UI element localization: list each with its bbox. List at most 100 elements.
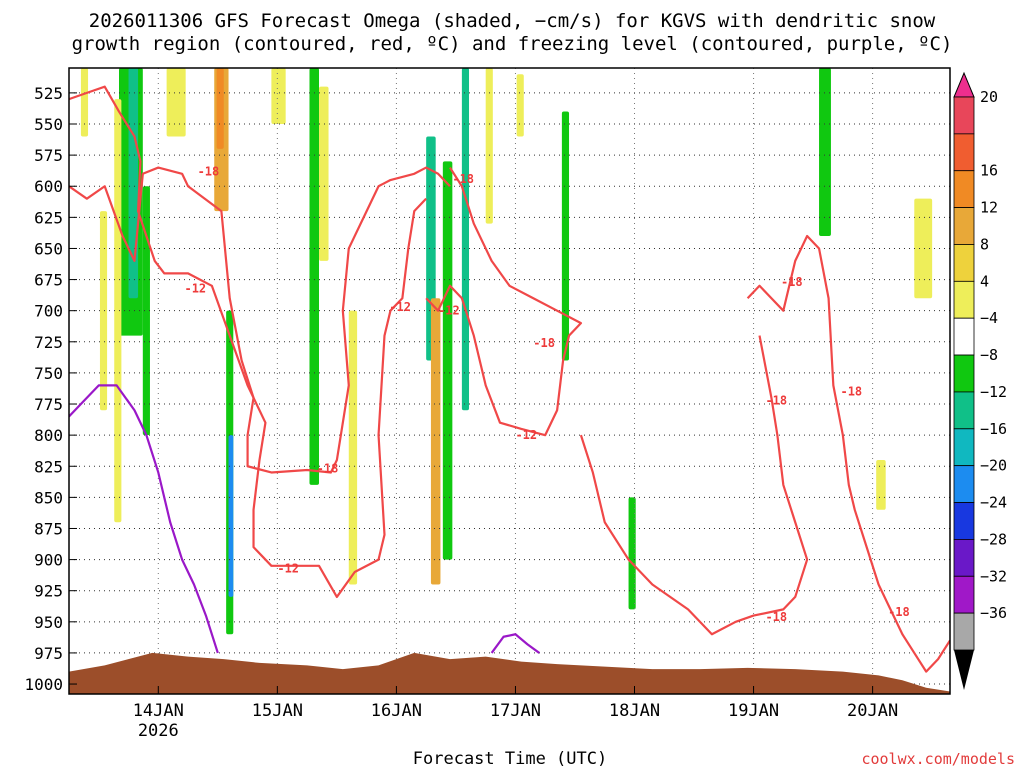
contour-label-8: -12 <box>515 428 537 442</box>
omega-patch-20 <box>516 74 524 137</box>
omega-patch-14 <box>348 310 358 585</box>
omega-patch-19 <box>485 68 493 224</box>
colorbar-swatch-12 <box>953 539 975 577</box>
colorbar-swatch-8 <box>953 391 975 430</box>
contour-label-11: -18 <box>781 275 803 289</box>
contour-line-1 <box>69 85 427 599</box>
omega-patch-6 <box>166 68 186 137</box>
colorbar-label-5: −4 <box>980 309 998 327</box>
plot-area: -18 -12 -18 -12 -12 -12 -18 -18 -12 -18 -18 -18 -18 -… <box>24 67 951 741</box>
x-tick-label-6: 20JAN <box>847 701 898 721</box>
omega-patch-12 <box>309 68 320 485</box>
y-tick-label-925: 925 <box>34 582 63 601</box>
omega-patch-17 <box>442 161 453 560</box>
terrain-fill <box>69 652 950 694</box>
colorbar-label-11: −28 <box>980 530 1007 548</box>
y-tick-label-850: 850 <box>34 488 63 507</box>
plot-inner: -18 -12 -18 -12 -12 -12 -18 -18 -12 -18 -18 -18 -18 -… <box>69 68 950 694</box>
omega-patch-24 <box>914 198 933 299</box>
x-tick-label-1: 15JAN <box>252 701 303 721</box>
omega-patch-0 <box>80 68 89 137</box>
omega-patch-22 <box>628 497 636 610</box>
contour-label-10: -18 <box>765 610 787 624</box>
y-tick-label-600: 600 <box>34 177 63 196</box>
colorbar-label-3: 8 <box>980 235 989 253</box>
colorbar-label-10: −24 <box>980 494 1007 512</box>
x-tick-sublabel-0: 2026 <box>138 721 179 741</box>
omega-patch-16 <box>430 298 441 585</box>
x-tick-label-3: 17JAN <box>490 701 541 721</box>
y-tick-label-825: 825 <box>34 457 63 476</box>
colorbar-label-1: 16 <box>980 162 998 180</box>
y-tick-label-650: 650 <box>34 239 63 258</box>
contour-line-4 <box>746 234 950 673</box>
omega-patch-18 <box>461 68 470 411</box>
x-axis-title: Forecast Time (UTC) <box>413 749 607 768</box>
colorbar-swatch-3 <box>953 207 975 245</box>
omega-patch-10 <box>228 435 234 597</box>
x-tick-label-0: 14JAN <box>133 701 184 721</box>
colorbar-label-4: 4 <box>980 272 989 290</box>
contour-label-2: -18 <box>317 462 339 476</box>
y-tick-label-675: 675 <box>34 271 63 290</box>
y-tick-label-725: 725 <box>34 333 63 352</box>
y-tick-label-775: 775 <box>34 395 63 414</box>
y-tick-label-975: 975 <box>34 644 63 663</box>
contour-label-4: -12 <box>389 300 411 314</box>
y-tick-label-525: 525 <box>34 84 63 103</box>
y-tick-label-900: 900 <box>34 551 63 570</box>
colorbar-label-0: 20 <box>980 88 998 106</box>
y-tick-label-575: 575 <box>34 146 63 165</box>
x-tick-label-2: 16JAN <box>371 701 422 721</box>
contour-label-9: -18 <box>765 393 787 407</box>
chart-title-line1: 2026011306 GFS Forecast Omega (shaded, −… <box>89 10 936 32</box>
contour-label-5: -12 <box>438 304 460 318</box>
contour-line-0 <box>69 166 451 474</box>
credit-text: coolwx.com/models <box>861 750 1015 768</box>
x-tick-label-4: 18JAN <box>609 701 660 721</box>
colorbar-label-9: −20 <box>980 457 1007 475</box>
colorbar-swatch-14 <box>953 612 975 651</box>
colorbar-bottom-arrow <box>954 650 974 690</box>
omega-patch-11 <box>271 68 286 125</box>
contour-line-3 <box>579 335 809 636</box>
omega-patch-13 <box>319 86 329 261</box>
contour-label-7: -18 <box>533 336 555 350</box>
colorbar-label-6: −8 <box>980 346 998 364</box>
omega-patch-25 <box>876 460 886 510</box>
colorbar-swatch-6 <box>953 317 975 356</box>
y-tick-label-950: 950 <box>34 613 63 632</box>
y-tick-label-875: 875 <box>34 519 63 538</box>
omega-patch-2 <box>128 68 139 299</box>
omega-patch-8 <box>216 68 224 149</box>
y-tick-label-1000: 1000 <box>24 675 63 694</box>
colorbar-label-2: 12 <box>980 199 998 217</box>
omega-patch-5 <box>99 211 108 411</box>
colorbar-swatch-4 <box>953 244 975 282</box>
y-tick-label-625: 625 <box>34 208 63 227</box>
omega-patch-23 <box>819 68 831 237</box>
colorbar-label-8: −16 <box>980 420 1007 438</box>
colorbar-label-7: −12 <box>980 383 1007 401</box>
y-tick-label-550: 550 <box>34 115 63 134</box>
colorbar-swatch-0 <box>953 96 975 135</box>
colorbar-swatch-5 <box>953 280 975 319</box>
colorbar-swatch-9 <box>953 428 975 467</box>
chart-title-line2: growth region (contoured, red, ºC) and f… <box>72 33 953 55</box>
colorbar-swatch-1 <box>953 133 975 172</box>
y-tick-label-800: 800 <box>34 426 63 445</box>
omega-patch-21 <box>561 111 570 361</box>
omega-patch-4 <box>114 99 122 523</box>
colorbar-swatch-13 <box>953 575 975 614</box>
contour-label-12: -18 <box>840 385 862 399</box>
contour-line-6 <box>490 633 540 654</box>
contour-label-0: -18 <box>198 164 220 178</box>
colorbar-swatch-10 <box>953 465 975 503</box>
plot-frame <box>68 67 951 695</box>
x-tick-label-5: 19JAN <box>728 701 779 721</box>
colorbar-label-12: −32 <box>980 567 1007 585</box>
contour-line-5 <box>69 384 219 654</box>
y-tick-label-750: 750 <box>34 364 63 383</box>
colorbar: 20 16 12 8 4 −4 −8 −12 −16 −20 −24 −28 −32 −36 <box>953 71 1007 690</box>
